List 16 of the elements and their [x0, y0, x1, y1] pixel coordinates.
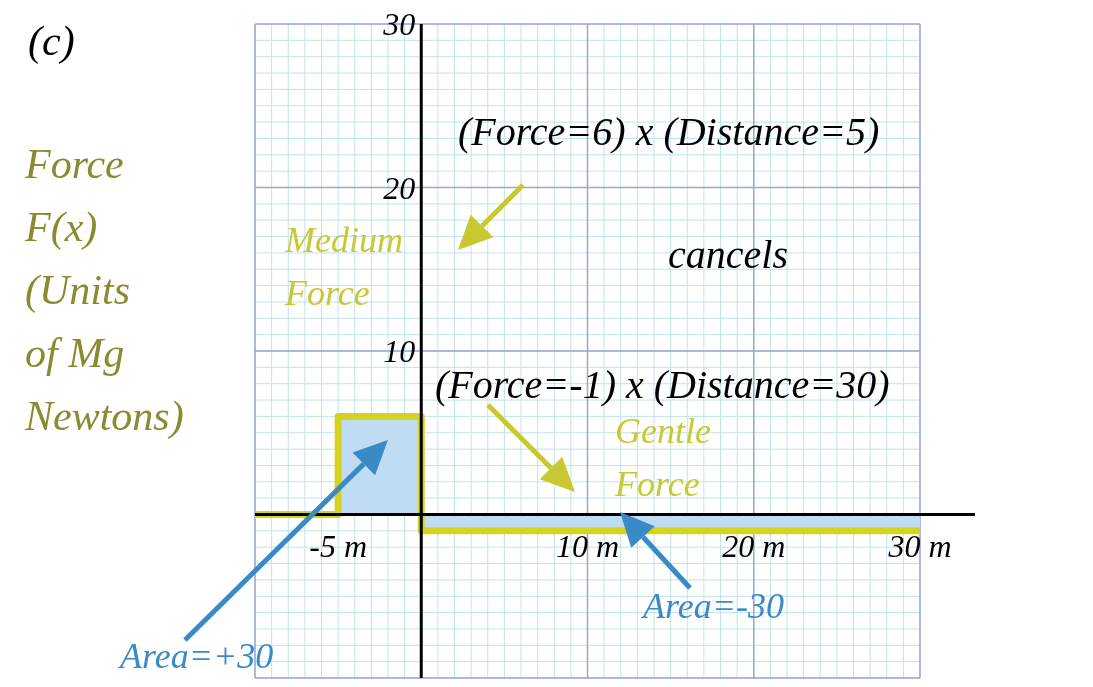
annotation: (Force=6) x (Distance=5) — [458, 109, 880, 154]
y-tick-label: 20 — [383, 169, 416, 206]
x-tick-label: 10 m — [555, 527, 620, 564]
annotation: Area=+30 — [118, 636, 274, 676]
y-axis-title: Force F(x) (Units of Mg Newtons) — [24, 141, 184, 440]
annotation: (Force=-1) x (Distance=30) — [435, 362, 890, 407]
annotation: Area=-30 — [641, 586, 784, 626]
annotation: cancels — [668, 232, 788, 277]
x-tick-label: 30 m — [887, 527, 952, 564]
y-tick-label: 30 — [382, 6, 416, 42]
y-tick-label: 10 — [383, 333, 416, 369]
text: (c) — [28, 18, 75, 65]
x-tick-label: 20 m — [722, 527, 786, 564]
annotation: Gentle Force — [614, 411, 711, 504]
annotation: Medium Force — [284, 220, 403, 313]
x-tick-label: -5 m — [309, 527, 368, 564]
